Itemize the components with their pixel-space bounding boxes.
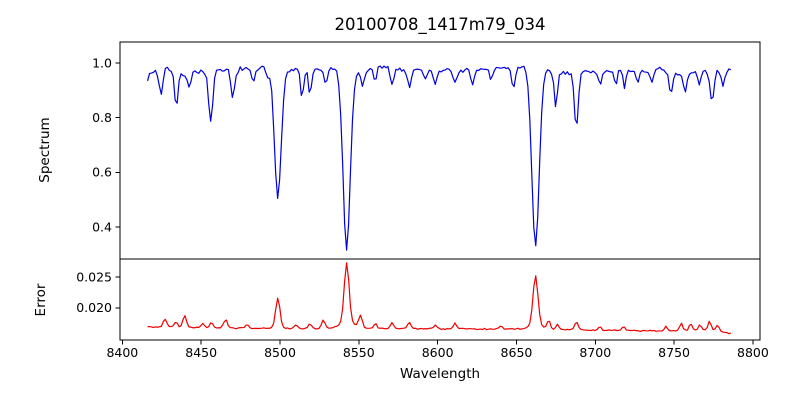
y-tick-label: 0.4: [92, 219, 112, 234]
y-axis-label-spectrum: Spectrum: [37, 117, 53, 182]
x-tick-label: 8500: [264, 345, 296, 360]
x-tick-label: 8750: [658, 345, 690, 360]
y-tick-label: 0.025: [76, 269, 112, 284]
plot-area: 0.4 0.6 0.8 1.0 0.020 0.025 8400 8450 8500 8550 86…: [76, 41, 769, 360]
y-tick-label: 0.020: [76, 300, 112, 315]
error-frame: [119, 258, 761, 341]
x-tick-label: 8600: [422, 345, 454, 360]
y-axis-label-error: Error: [33, 283, 49, 316]
x-tick-label: 8550: [343, 345, 375, 360]
x-tick-label: 8400: [106, 345, 138, 360]
x-axis-label: Wavelength: [400, 366, 480, 382]
error-line: [147, 262, 731, 335]
axes-frame: [115, 41, 761, 345]
y-tick-label: 0.8: [92, 110, 112, 125]
x-tick-label: 8650: [501, 345, 533, 360]
x-tick-label: 8450: [185, 345, 217, 360]
y-tick-label: 1.0: [92, 55, 112, 70]
chart-title: 20100708_1417m79_034: [334, 15, 545, 35]
y-tick-label: 0.6: [92, 165, 112, 180]
x-tick-label: 8700: [579, 345, 611, 360]
spectrum-line: [147, 65, 732, 251]
x-tick-label: 8800: [737, 345, 769, 360]
